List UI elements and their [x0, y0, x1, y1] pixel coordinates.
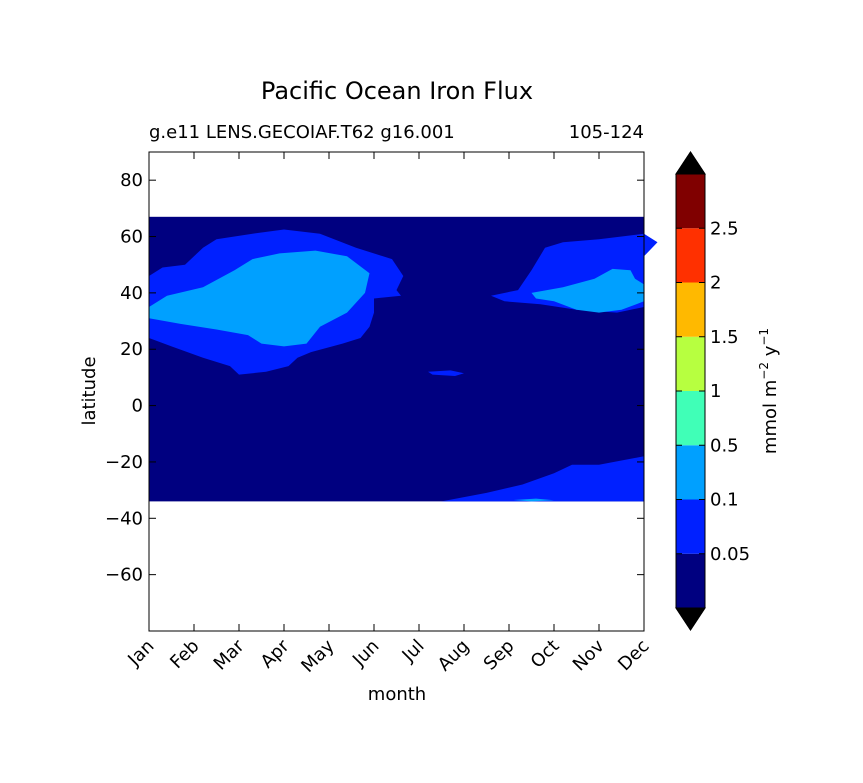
x-tick-label: Apr [257, 635, 294, 672]
colorbar-tick-label: 1 [710, 381, 721, 402]
y-tick-label: 60 [120, 227, 143, 248]
colorbar-label: mmol m−2 y−1 [757, 328, 781, 454]
y-axis: 80 60 40 20 0 −20 −40 −60 [105, 170, 644, 586]
x-tick-label: Jul [398, 636, 429, 667]
y-tick-label: −20 [105, 452, 143, 473]
colorbar-tick-label: 0.05 [710, 544, 750, 565]
contour-region-5 [531, 268, 644, 313]
colorbar-bin [676, 282, 705, 337]
x-tick-label: Dec [614, 636, 653, 675]
y-tick-label: 20 [120, 339, 143, 360]
contour-region-3 [441, 456, 644, 502]
colorbar: 0.05 0.1 0.5 1 1.5 2 2.5 [675, 151, 750, 631]
colorbar-tick-label: 2.5 [710, 218, 739, 239]
colorbar-tick-label: 1.5 [710, 327, 739, 348]
data-layer [149, 216, 658, 502]
colorbar-tick-label: 0.1 [710, 490, 739, 511]
y-tick-label: 40 [120, 283, 143, 304]
colorbar-label-base: mmol m [760, 380, 781, 454]
x-tick-label: Feb [166, 636, 203, 673]
plot-area: Jan Feb Mar Apr May Jun Jul Aug Sep Oct Nov Dec 80 6… [105, 151, 658, 677]
colorbar-bin [676, 445, 705, 500]
x-tick-label: Mar [210, 635, 249, 674]
x-tick-label: Aug [434, 636, 474, 676]
colorbar-extend-top [675, 151, 706, 175]
plot-frame [148, 151, 645, 632]
contour-region-2 [428, 370, 464, 376]
colorbar-tick-label: 0.5 [710, 435, 739, 456]
x-tick-label: Oct [527, 636, 564, 673]
colorbar-bin [676, 553, 705, 608]
contour-region-6 [513, 498, 554, 502]
x-tick-label: Jun [348, 636, 383, 671]
colorbar-bin [676, 499, 705, 554]
x-tick-label: Jan [123, 636, 158, 671]
colorbar-bin [676, 336, 705, 391]
chart-subtitle-left: g.e11 LENS.GECOIAF.T62 g16.001 [149, 122, 455, 143]
x-tick-label: Sep [480, 636, 519, 675]
colorbar-label-exp1: −2 [757, 362, 771, 380]
x-axis-label: month [368, 684, 426, 705]
colorbar-label-exp2: −1 [757, 328, 771, 346]
colorbar-label-mid: y [760, 345, 781, 362]
x-tick-label: May [297, 635, 338, 676]
colorbar-bin [676, 174, 705, 229]
colorbar-bin [676, 228, 705, 283]
y-axis-label: latitude [79, 356, 100, 425]
x-tick-label: Nov [569, 635, 609, 675]
y-tick-label: −40 [105, 508, 143, 529]
colorbar-outline [675, 151, 706, 631]
y-tick-label: −60 [105, 565, 143, 586]
colorbar-bin [676, 391, 705, 446]
chart-subtitle-right: 105-124 [569, 122, 644, 143]
y-tick-label: 80 [120, 170, 143, 191]
colorbar-tick-label: 2 [710, 273, 721, 294]
contour-region-4 [149, 250, 370, 347]
colorbar-extend-bottom [675, 607, 706, 631]
y-tick-label: 0 [132, 396, 143, 417]
chart-title: Pacific Ocean Iron Flux [261, 77, 533, 105]
